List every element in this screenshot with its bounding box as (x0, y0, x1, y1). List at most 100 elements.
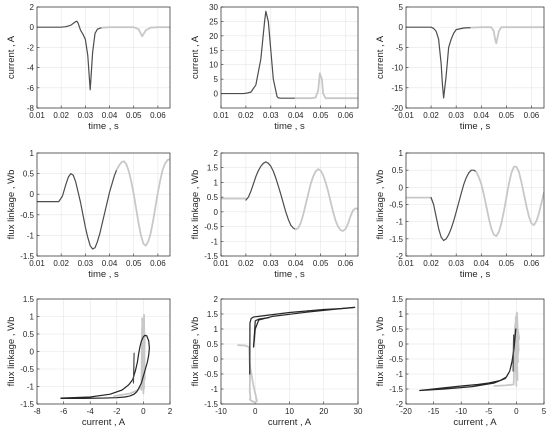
y-tick-label: -1.5 (389, 385, 403, 394)
x-tick-label: -10 (215, 407, 227, 416)
subplot-4: 0.01 0.02 0.03 0.04 0.05 0.06 -1.5 -1 -0.5 0 0.5 1 t… (6, 149, 171, 280)
y-tick-label: 0 (214, 208, 219, 217)
x-tick-label: 0.05 (499, 259, 515, 268)
y-tick-label: -1 (27, 383, 35, 392)
y-tick-label: 0 (399, 23, 404, 32)
x-tick-label: 0.04 (102, 259, 118, 268)
y-tick-label: 0.5 (392, 325, 404, 334)
x-tick-label: 0.03 (448, 111, 464, 120)
y-tick-label: -1.5 (20, 252, 34, 261)
y-tick-label: 1.5 (207, 310, 219, 319)
x-axis-label: current , A (453, 417, 497, 428)
y-tick-label: 5 (214, 75, 219, 84)
y-tick-label: 1 (399, 310, 404, 319)
subplot-2: 0.01 0.02 0.03 0.04 0.05 0.06 0 5 10 15 20 25 30 time… (190, 3, 359, 132)
series-line-3 (475, 165, 544, 237)
x-tick-label: -20 (400, 407, 412, 416)
axes-box (405, 298, 545, 405)
y-tick-label: -1 (396, 370, 404, 379)
y-tick-label: 0.5 (392, 166, 404, 175)
series-line-1 (221, 10, 297, 99)
y-tick-label: -1.5 (389, 235, 403, 244)
series-line-3 (294, 168, 358, 232)
series-line-2 (419, 328, 517, 392)
x-tick-label: 0.02 (423, 111, 439, 120)
y-tick-label: 30 (209, 3, 218, 12)
subplot-3: 0.01 0.02 0.03 0.04 0.05 0.06 -20 -15 -10 -5 0 5 tim… (375, 3, 545, 132)
y-axis-label: flux linkage , Wb (6, 317, 17, 387)
plot-background (221, 153, 358, 256)
y-tick-label: 10 (209, 61, 218, 70)
x-tick-label: -15 (428, 407, 440, 416)
y-tick-label: 0 (30, 348, 35, 357)
x-tick-label: 0.06 (150, 259, 166, 268)
y-tick-label: 15 (209, 46, 218, 55)
y-axis-label: flux linkage , Wb (6, 170, 17, 240)
y-tick-label: 0 (30, 23, 35, 32)
series-line-2 (430, 169, 477, 242)
y-tick-label: -1 (27, 231, 35, 240)
x-tick-label: 0.02 (53, 111, 69, 120)
y-tick-label: -0.5 (20, 211, 34, 220)
y-tick-label: 5 (399, 3, 404, 12)
x-axis-label: time , s (460, 269, 491, 280)
series-line-2 (470, 26, 544, 45)
series-group (221, 161, 358, 232)
subplot-9: -20 -15 -10 -5 0 5 -2 -1.5 -1 -0.5 0 0.5 1 1.5 current… (375, 295, 547, 428)
subplot-7: -8 -6 -4 -2 0 2 -1.5 -1 -0.5 0 0.5 1 1.5 current , A f… (6, 295, 173, 428)
x-tick-label: 0.04 (473, 259, 489, 268)
series-line-1 (37, 168, 118, 250)
y-tick-label: 0.5 (23, 330, 35, 339)
x-tick-label: 0.06 (338, 259, 354, 268)
x-tick-label: 0.04 (102, 111, 118, 120)
y-tick-label: 0 (399, 183, 404, 192)
x-tick-label: 0.06 (338, 111, 354, 120)
x-tick-label: 0.06 (524, 111, 540, 120)
x-tick-label: 0.05 (313, 259, 329, 268)
y-tick-label: -1 (211, 237, 219, 246)
axes-box (36, 298, 171, 405)
x-tick-label: 0.05 (126, 259, 142, 268)
x-tick-label: 0 (141, 407, 146, 416)
y-tick-label: 0 (30, 190, 35, 199)
subplot-6: 0.01 0.02 0.03 0.04 0.05 0.06 -2 -1.5 -1 -0.5 0 0.5… (375, 149, 545, 280)
x-tick-label: 0.02 (238, 259, 254, 268)
series-line-1 (37, 20, 103, 91)
y-tick-label: -15 (391, 84, 403, 93)
x-tick-label: 0.02 (423, 259, 439, 268)
y-tick-label: -2 (27, 43, 35, 52)
series-line-1 (113, 313, 146, 398)
y-tick-label: 25 (209, 17, 218, 26)
y-tick-label: 2 (30, 3, 35, 12)
axes-box (36, 6, 171, 109)
y-axis-label: flux linkage , Wb (190, 317, 201, 387)
series-line-3 (132, 352, 135, 384)
y-tick-label: 2 (214, 295, 219, 304)
x-tick-label: 0.03 (263, 259, 279, 268)
axes-box (220, 298, 359, 405)
y-tick-label: 1 (30, 313, 35, 322)
series-line-2 (245, 161, 297, 231)
x-tick-label: 0 (514, 407, 519, 416)
y-tick-label: -1.5 (204, 400, 218, 409)
x-axis-label: current , A (82, 417, 126, 428)
x-tick-label: 0.04 (473, 111, 489, 120)
y-tick-label: -1 (211, 385, 219, 394)
x-axis-label: time , s (460, 121, 491, 132)
x-tick-label: 0.01 (213, 259, 229, 268)
x-tick-label: 0.05 (126, 111, 142, 120)
x-tick-label: 5 (542, 407, 547, 416)
series-group (37, 158, 170, 250)
plot-background (37, 7, 170, 108)
y-tick-label: 1.5 (23, 295, 35, 304)
y-tick-label: 0.5 (23, 170, 35, 179)
y-tick-label: 0 (214, 90, 219, 99)
y-tick-label: 1 (214, 325, 219, 334)
y-axis-label: flux linkage , Wb (375, 317, 386, 387)
series-group (37, 20, 170, 91)
y-tick-label: 2 (214, 149, 219, 158)
series-group (419, 311, 521, 392)
x-tick-label: -8 (33, 407, 41, 416)
series-line-3 (512, 334, 515, 372)
y-tick-label: -8 (27, 104, 35, 113)
